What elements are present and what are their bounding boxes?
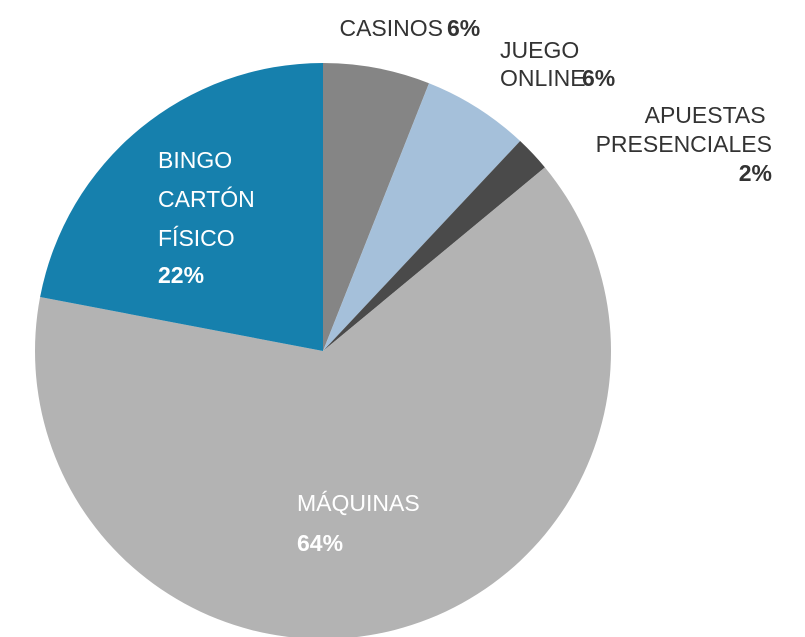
pie-slice — [35, 167, 611, 637]
pie-slice — [323, 63, 430, 351]
pie-slice — [323, 83, 521, 352]
slice-value-label: 64% — [297, 530, 343, 556]
slice-value-label: 6% — [582, 65, 615, 91]
slice-label: CASINOS — [339, 15, 443, 41]
slice-label: JUEGO ONLINE — [500, 37, 586, 91]
slice-value-label: 22% — [158, 262, 204, 288]
slice-label: APUESTAS PRESENCIALES — [596, 102, 772, 157]
slice-value-label: 6% — [447, 15, 480, 41]
slice-value-label: 2% — [739, 160, 772, 186]
slice-label: BINGO CARTÓN FÍSICO — [158, 147, 261, 251]
pie-slice — [323, 141, 545, 351]
pie-slice — [40, 63, 324, 351]
slice-label: MÁQUINAS — [297, 490, 420, 516]
